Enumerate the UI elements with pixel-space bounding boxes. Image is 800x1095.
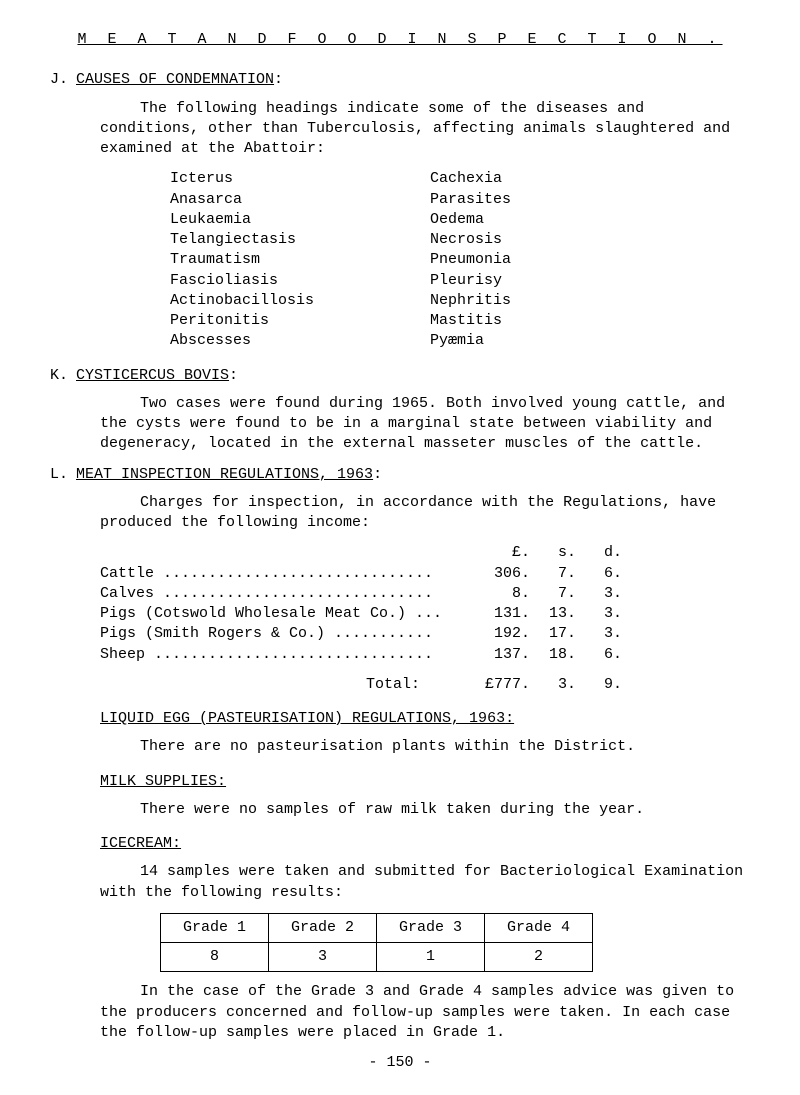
income-row-label: Cattle .............................. <box>100 564 470 584</box>
grade-header: Grade 4 <box>485 913 593 942</box>
section-j-para: The following headings indicate some of … <box>100 99 750 160</box>
income-row-label: Pigs (Smith Rogers & Co.) ........... <box>100 624 470 644</box>
icecream-heading-row: ICECREAM: <box>100 834 750 854</box>
liquid-heading-row: LIQUID EGG (PASTEURISATION) REGULATIONS,… <box>100 709 750 729</box>
income-row-label: Calves .............................. <box>100 584 470 604</box>
income-total-s: 3. <box>530 675 576 695</box>
income-row-s: 13. <box>530 604 576 624</box>
section-k-colon: : <box>229 366 238 386</box>
col2-item: Pleurisy <box>430 271 690 291</box>
income-total-label: Total: <box>100 675 470 695</box>
section-l-header: L. MEAT INSPECTION REGULATIONS, 1963: <box>50 465 750 485</box>
liquid-colon: : <box>505 710 514 727</box>
grade-header-row: Grade 1 Grade 2 Grade 3 Grade 4 <box>161 913 593 942</box>
col2-item: Oedema <box>430 210 690 230</box>
income-header: £. s. d. <box>100 543 750 563</box>
col2-item: Nephritis <box>430 291 690 311</box>
income-row: Pigs (Smith Rogers & Co.) ........... 19… <box>100 624 750 644</box>
income-row-d: 6. <box>576 645 622 665</box>
col2-item: Necrosis <box>430 230 690 250</box>
income-row-label: Sheep ............................... <box>100 645 470 665</box>
page-number: - 150 - <box>50 1053 750 1073</box>
income-row: Sheep ............................... 13… <box>100 645 750 665</box>
section-l-heading: MEAT INSPECTION REGULATIONS, 1963 <box>76 465 373 485</box>
col2-item: Pneumonia <box>430 250 690 270</box>
income-total-l: £777. <box>470 675 530 695</box>
liquid-para: There are no pasteurisation plants withi… <box>100 737 750 757</box>
icecream-colon: : <box>172 835 181 852</box>
income-header-l: £. <box>470 543 530 563</box>
section-l-colon: : <box>373 465 382 485</box>
grade-table: Grade 1 Grade 2 Grade 3 Grade 4 8 3 1 2 <box>160 913 593 973</box>
income-row-d: 3. <box>576 604 622 624</box>
grade-value: 3 <box>269 943 377 972</box>
condemnation-columns: Icterus Anasarca Leukaemia Telangiectasi… <box>170 169 750 351</box>
grade-header: Grade 1 <box>161 913 269 942</box>
income-row-s: 7. <box>530 584 576 604</box>
col1-item: Leukaemia <box>170 210 430 230</box>
income-row-l: 8. <box>470 584 530 604</box>
col2-item: Cachexia <box>430 169 690 189</box>
col2-item: Pyæmia <box>430 331 690 351</box>
col1-item: Peritonitis <box>170 311 430 331</box>
section-j-header: J. CAUSES OF CONDEMNATION: <box>50 70 750 90</box>
section-j-colon: : <box>274 70 283 90</box>
income-row: Calves .............................. 8.… <box>100 584 750 604</box>
income-row-l: 306. <box>470 564 530 584</box>
col2-item: Mastitis <box>430 311 690 331</box>
condemnation-col2: Cachexia Parasites Oedema Necrosis Pneum… <box>430 169 690 351</box>
col1-item: Abscesses <box>170 331 430 351</box>
income-row-label: Pigs (Cotswold Wholesale Meat Co.) ... <box>100 604 470 624</box>
income-total: Total: £777. 3. 9. <box>100 675 750 695</box>
income-header-d: d. <box>576 543 622 563</box>
income-row-s: 17. <box>530 624 576 644</box>
section-k-marker: K. <box>50 366 76 386</box>
income-row-s: 18. <box>530 645 576 665</box>
income-row-d: 3. <box>576 624 622 644</box>
income-row-l: 131. <box>470 604 530 624</box>
page-title: M E A T A N D F O O D I N S P E C T I O … <box>50 30 750 50</box>
income-row-d: 3. <box>576 584 622 604</box>
income-row: Pigs (Cotswold Wholesale Meat Co.) ... 1… <box>100 604 750 624</box>
col1-item: Fascioliasis <box>170 271 430 291</box>
income-row: Cattle .............................. 30… <box>100 564 750 584</box>
section-j-heading: CAUSES OF CONDEMNATION <box>76 70 274 90</box>
grade-value: 8 <box>161 943 269 972</box>
milk-heading: MILK SUPPLIES <box>100 773 217 790</box>
condemnation-col1: Icterus Anasarca Leukaemia Telangiectasi… <box>170 169 430 351</box>
section-j-marker: J. <box>50 70 76 90</box>
col1-item: Traumatism <box>170 250 430 270</box>
grade-value: 1 <box>377 943 485 972</box>
grade-header: Grade 3 <box>377 913 485 942</box>
milk-colon: : <box>217 773 226 790</box>
income-header-s: s. <box>530 543 576 563</box>
liquid-heading: LIQUID EGG (PASTEURISATION) REGULATIONS,… <box>100 710 505 727</box>
section-k-header: K. CYSTICERCUS BOVIS: <box>50 366 750 386</box>
section-l-marker: L. <box>50 465 76 485</box>
col1-item: Actinobacillosis <box>170 291 430 311</box>
income-total-d: 9. <box>576 675 622 695</box>
icecream-heading: ICECREAM <box>100 835 172 852</box>
milk-heading-row: MILK SUPPLIES: <box>100 772 750 792</box>
income-row-d: 6. <box>576 564 622 584</box>
milk-para: There were no samples of raw milk taken … <box>100 800 750 820</box>
income-row-l: 192. <box>470 624 530 644</box>
section-k-heading: CYSTICERCUS BOVIS <box>76 366 229 386</box>
grade-value-row: 8 3 1 2 <box>161 943 593 972</box>
col1-item: Icterus <box>170 169 430 189</box>
income-table: £. s. d. Cattle ........................… <box>100 543 750 695</box>
income-row-s: 7. <box>530 564 576 584</box>
section-k-para: Two cases were found during 1965. Both i… <box>100 394 750 455</box>
icecream-para2: In the case of the Grade 3 and Grade 4 s… <box>100 982 750 1043</box>
col1-item: Telangiectasis <box>170 230 430 250</box>
col1-item: Anasarca <box>170 190 430 210</box>
grade-value: 2 <box>485 943 593 972</box>
income-row-l: 137. <box>470 645 530 665</box>
grade-header: Grade 2 <box>269 913 377 942</box>
icecream-para1: 14 samples were taken and submitted for … <box>100 862 750 903</box>
section-l-para: Charges for inspection, in accordance wi… <box>100 493 750 534</box>
col2-item: Parasites <box>430 190 690 210</box>
